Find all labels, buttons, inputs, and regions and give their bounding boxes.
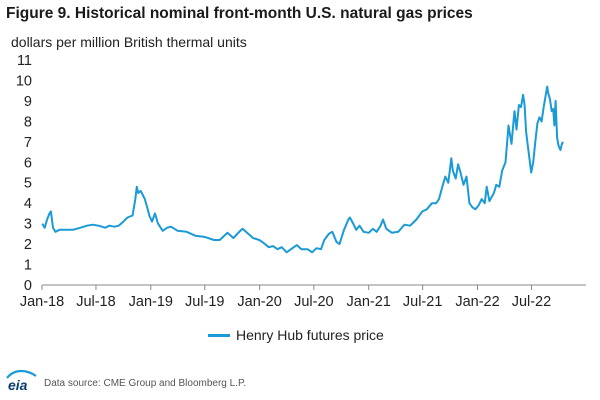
y-tick-label: 2 <box>24 237 32 253</box>
x-tick-label: Jul-18 <box>76 294 116 310</box>
x-tick-label: Jan-20 <box>237 294 281 310</box>
x-tick-label: Jan-22 <box>455 294 499 310</box>
y-tick-label: 0 <box>24 278 32 294</box>
legend-swatch <box>208 333 230 337</box>
x-tick-label: Jul-19 <box>185 294 225 310</box>
eia-logo: eia <box>4 368 40 399</box>
x-axis: Jan-18 Jul-18 Jan-19 Jul-19 Jan-20 Jul-20 Jan-… <box>20 285 551 310</box>
data-source-note: Data source: CME Group and Bloomberg L.P… <box>44 378 247 389</box>
y-tick-label: 11 <box>17 53 32 69</box>
y-tick-label: 8 <box>24 114 32 130</box>
y-axis-unit-label: dollars per million British thermal unit… <box>11 34 247 50</box>
y-tick-label: 3 <box>24 217 32 233</box>
legend-label: Henry Hub futures price <box>236 327 384 343</box>
chart-title: Figure 9. Historical nominal front-month… <box>6 5 473 22</box>
logo-swoosh-icon <box>6 369 37 379</box>
y-tick-label: 4 <box>24 196 32 212</box>
y-axis: 0 1 2 3 4 5 6 7 8 9 10 11 <box>16 53 32 294</box>
x-tick-label: Jan-19 <box>129 294 173 310</box>
x-tick-label: Jul-21 <box>403 294 443 310</box>
series-line-henry-hub <box>41 85 564 254</box>
x-tick-label: Jul-20 <box>294 294 334 310</box>
legend: Henry Hub futures price <box>208 327 384 343</box>
logo-text: eia <box>8 377 28 393</box>
x-tick-label: Jan-21 <box>347 294 391 310</box>
y-tick-label: 9 <box>24 94 32 110</box>
y-tick-label: 1 <box>24 258 32 274</box>
x-tick-label: Jul-22 <box>512 294 552 310</box>
y-tick-label: 5 <box>24 176 32 192</box>
x-tick-label: Jan-18 <box>20 294 64 310</box>
series-layer <box>41 85 564 254</box>
y-tick-label: 7 <box>24 135 32 151</box>
y-tick-label: 10 <box>16 73 32 89</box>
y-tick-label: 6 <box>24 155 32 171</box>
